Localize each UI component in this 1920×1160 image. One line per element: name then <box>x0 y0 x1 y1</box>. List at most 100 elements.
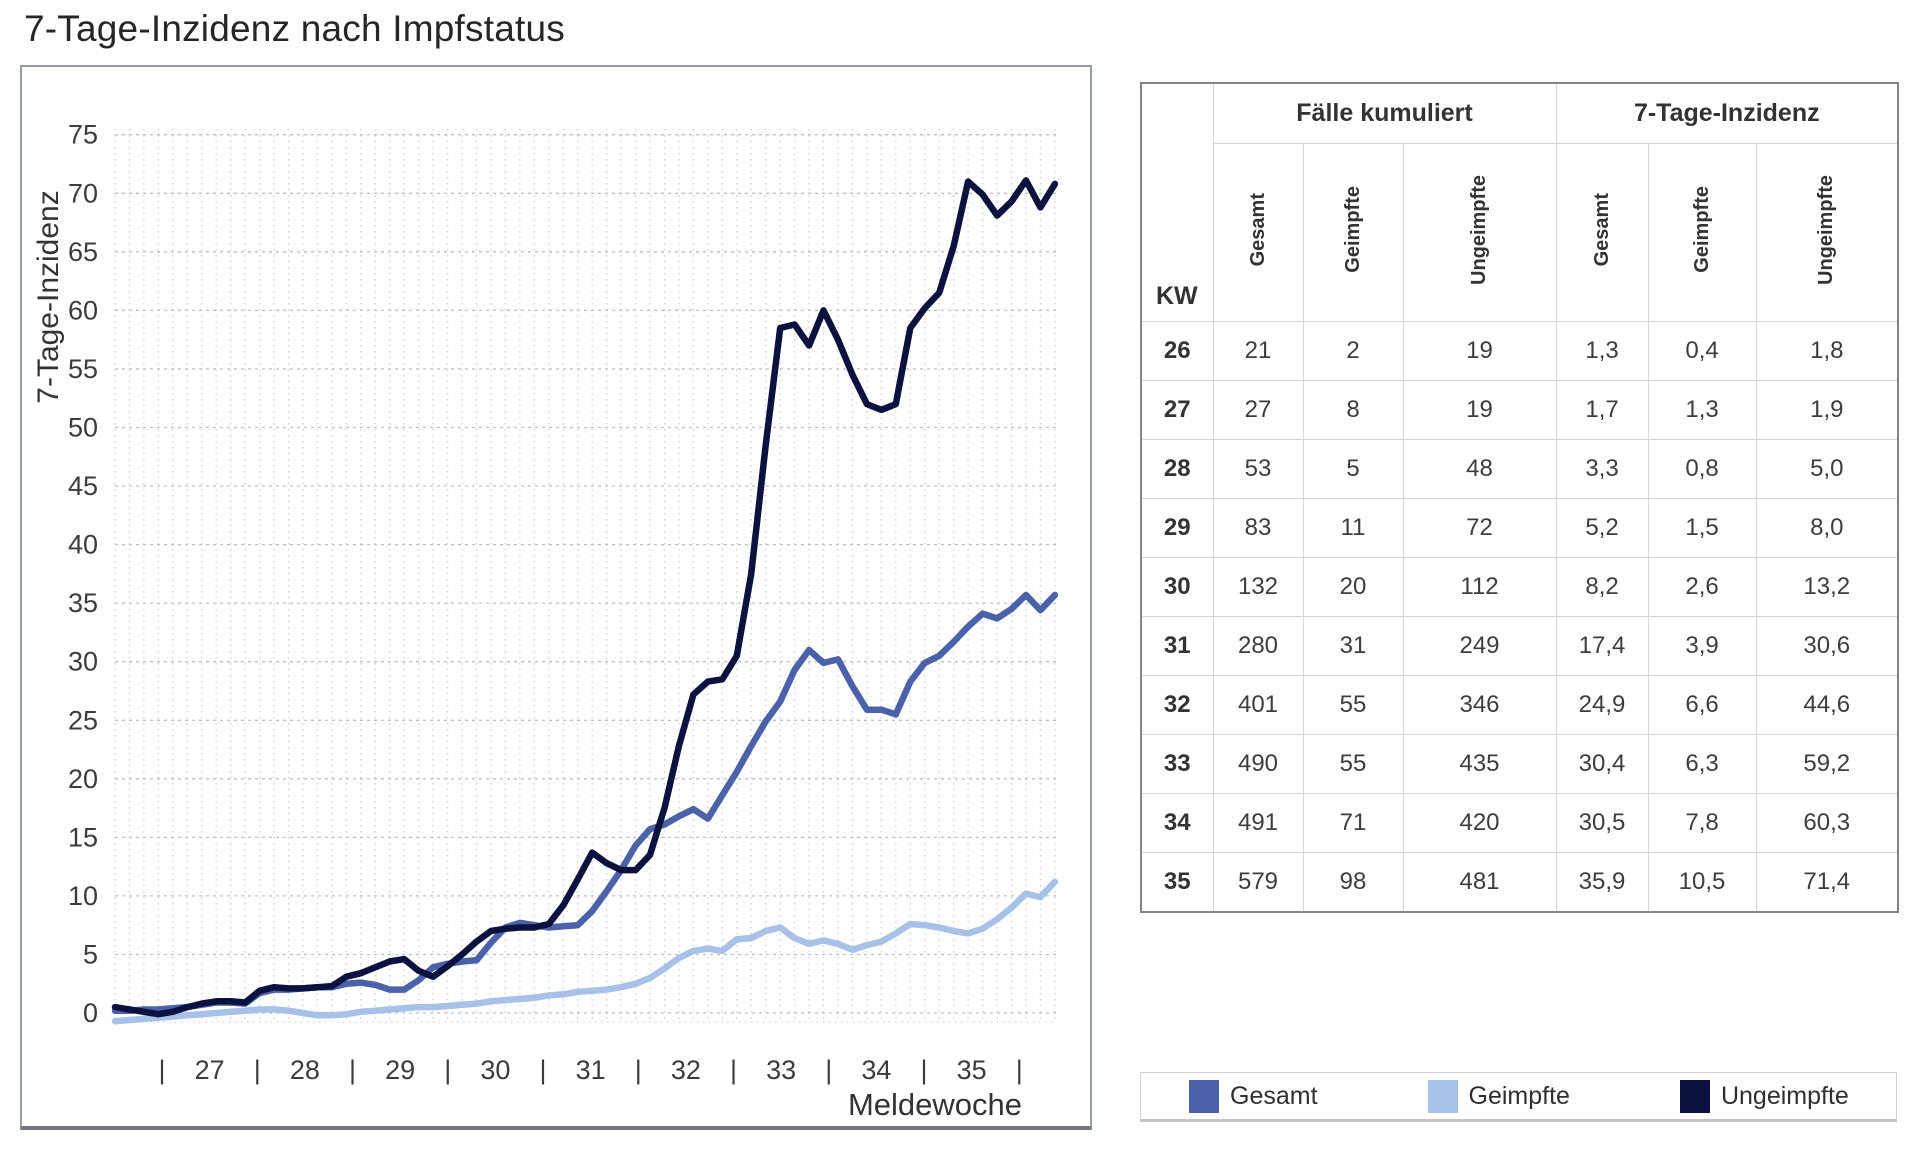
table-cell: 48 <box>1402 439 1557 499</box>
kw-cell: 26 <box>1140 321 1214 381</box>
table-cell: 55 <box>1302 734 1404 794</box>
group-header-cumulative-cases: Fälle kumuliert <box>1212 82 1557 144</box>
table-row-kw-33: 33 490 55 435 30,4 6,3 59,2 <box>1140 734 1899 794</box>
table-cell: 3,3 <box>1555 439 1649 499</box>
table-cell: 346 <box>1402 675 1557 735</box>
legend-swatch-geimpfte <box>1427 1079 1458 1113</box>
svg-text:45: 45 <box>68 471 98 501</box>
table-cell: 579 <box>1212 852 1304 913</box>
table-cell: 24,9 <box>1555 675 1649 735</box>
svg-text:5: 5 <box>83 940 98 970</box>
table-cell: 401 <box>1212 675 1304 735</box>
svg-text:|: | <box>730 1055 737 1085</box>
svg-text:29: 29 <box>385 1055 415 1085</box>
table-cell: 55 <box>1302 675 1404 735</box>
table-cell: 420 <box>1402 793 1557 853</box>
table-cell: 5,0 <box>1755 439 1899 499</box>
table-cell: 1,8 <box>1755 321 1899 381</box>
table-subheader-row: Gesamt Geimpfte Ungeimpfte Gesamt Geimpfte Un… <box>1141 143 1899 322</box>
svg-text:|: | <box>539 1055 546 1085</box>
table-cell: 44,6 <box>1755 675 1899 735</box>
table-cell: 59,2 <box>1755 734 1899 794</box>
legend-label: Gesamt <box>1230 1081 1318 1110</box>
subheader-gesamt-inzidenz: Gesamt <box>1555 143 1649 322</box>
svg-text:35: 35 <box>68 588 98 618</box>
svg-text:|: | <box>254 1055 261 1085</box>
table-cell: 5 <box>1302 439 1404 499</box>
table-row-kw-28: 28 53 5 48 3,3 0,8 5,0 <box>1140 439 1899 499</box>
legend-item-gesamt: Gesamt <box>1189 1079 1318 1113</box>
grid-horizontal <box>115 134 1057 1014</box>
table-cell: 30,6 <box>1755 616 1899 676</box>
table-cell: 7,8 <box>1647 793 1757 853</box>
svg-text:30: 30 <box>68 647 98 677</box>
table-cell: 6,3 <box>1647 734 1757 794</box>
svg-text:|: | <box>635 1055 642 1085</box>
svg-text:15: 15 <box>68 822 98 852</box>
series-line-geimpfte <box>111 878 1059 1025</box>
table-cell: 112 <box>1402 557 1557 617</box>
table-cell: 19 <box>1402 321 1557 381</box>
table-cell: 132 <box>1212 557 1304 617</box>
table-cell: 0,8 <box>1647 439 1757 499</box>
table-cell: 1,9 <box>1755 380 1899 440</box>
table-cell: 3,9 <box>1647 616 1757 676</box>
svg-text:35: 35 <box>957 1055 987 1085</box>
subheader-geimpfte-inzidenz: Geimpfte <box>1647 143 1757 322</box>
svg-text:28: 28 <box>290 1055 320 1085</box>
table-cell: 2,6 <box>1647 557 1757 617</box>
svg-text:20: 20 <box>68 764 98 794</box>
table-row-kw-31: 31 280 31 249 17,4 3,9 30,6 <box>1140 616 1899 676</box>
svg-text:25: 25 <box>68 705 98 735</box>
incidence-table: KW Fälle kumuliert 7-Tage-Inzidenz Gesam… <box>1140 82 1900 913</box>
table-row-kw-26: 26 21 2 19 1,3 0,4 1,8 <box>1140 321 1899 381</box>
table-cell: 30,4 <box>1555 734 1649 794</box>
table-cell: 2 <box>1302 321 1404 381</box>
table-cell: 490 <box>1212 734 1304 794</box>
svg-text:10: 10 <box>68 881 98 911</box>
kw-cell: 27 <box>1140 380 1214 440</box>
table-cell: 8,0 <box>1755 498 1899 558</box>
table-cell: 71,4 <box>1755 852 1899 913</box>
table-row-kw-29: 29 83 11 72 5,2 1,5 8,0 <box>1140 498 1899 558</box>
table-cell: 30,5 <box>1555 793 1649 853</box>
table-group-header-row: KW Fälle kumuliert 7-Tage-Inzidenz <box>1140 82 1899 322</box>
kw-cell: 30 <box>1140 557 1214 617</box>
svg-text:32: 32 <box>671 1055 701 1085</box>
table-cell: 10,5 <box>1647 852 1757 913</box>
svg-text:|: | <box>825 1055 832 1085</box>
table-cell: 17,4 <box>1555 616 1649 676</box>
table-cell: 19 <box>1402 380 1557 440</box>
table-cell: 53 <box>1212 439 1304 499</box>
legend-label: Geimpfte <box>1468 1081 1570 1110</box>
svg-text:27: 27 <box>195 1055 225 1085</box>
table-cell: 8 <box>1302 380 1404 440</box>
svg-text:33: 33 <box>766 1055 796 1085</box>
table-cell: 280 <box>1212 616 1304 676</box>
table-cell: 13,2 <box>1755 557 1899 617</box>
table-row-kw-27: 27 27 8 19 1,7 1,3 1,9 <box>1140 380 1899 440</box>
subheader-ungeimpfte-kumuliert: Ungeimpfte <box>1402 143 1557 322</box>
svg-text:55: 55 <box>68 354 98 384</box>
legend-label: Ungeimpfte <box>1720 1081 1849 1110</box>
table-cell: 11 <box>1302 498 1404 558</box>
table-cell: 72 <box>1402 498 1557 558</box>
legend-item-geimpfte: Geimpfte <box>1427 1079 1570 1113</box>
svg-text:|: | <box>349 1055 356 1085</box>
table-cell: 249 <box>1402 616 1557 676</box>
table-cell: 1,5 <box>1647 498 1757 558</box>
table-row-kw-35: 35 579 98 481 35,9 10,5 71,4 <box>1140 852 1899 913</box>
table-cell: 6,6 <box>1647 675 1757 735</box>
kw-column-header: KW <box>1140 82 1214 322</box>
svg-text:30: 30 <box>480 1055 510 1085</box>
kw-cell: 35 <box>1140 852 1214 913</box>
table-cell: 491 <box>1212 793 1304 853</box>
legend-swatch-ungeimpfte <box>1679 1079 1710 1113</box>
x-axis-tick-labels: | | | | | | | | | | 27 28 29 30 31 32 33 34 35 <box>158 1055 1022 1085</box>
subheader-ungeimpfte-inzidenz: Ungeimpfte <box>1755 143 1899 322</box>
table-cell: 1,7 <box>1555 380 1649 440</box>
legend-item-ungeimpfte: Ungeimpfte <box>1679 1079 1849 1113</box>
page-title: 7-Tage-Inzidenz nach Impfstatus <box>24 8 565 49</box>
table-row-kw-34: 34 491 71 420 30,5 7,8 60,3 <box>1140 793 1899 853</box>
table-cell: 27 <box>1212 380 1304 440</box>
